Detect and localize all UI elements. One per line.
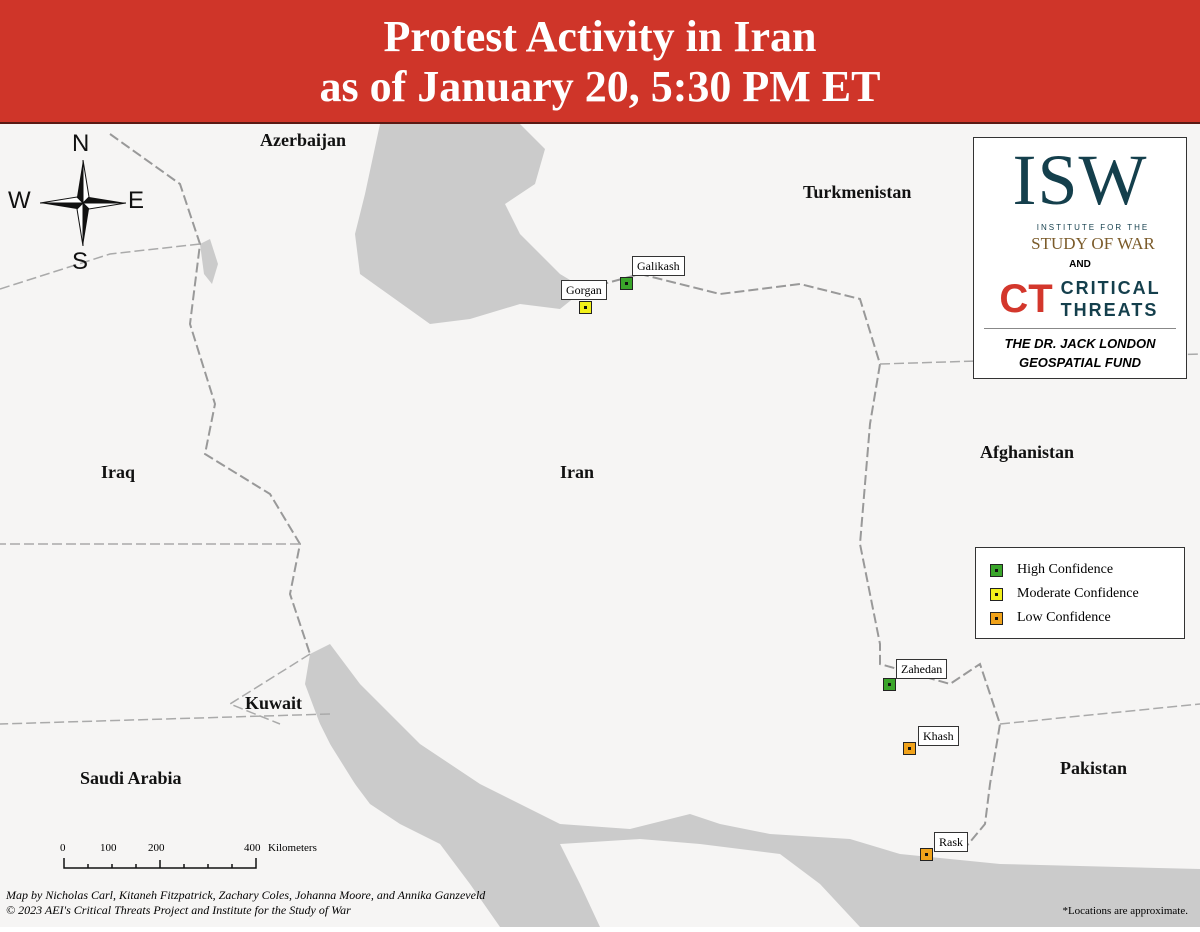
- marker-rask[interactable]: [920, 848, 933, 861]
- isw-ct-logo: ISW INSTITUTE FOR THE STUDY OF WAR AND C…: [973, 137, 1187, 379]
- ct-mark: CT: [999, 277, 1053, 321]
- iran-border: [109, 133, 1002, 855]
- compass-e: E: [128, 187, 145, 214]
- isw-institute: INSTITUTE FOR THE: [1036, 223, 1150, 232]
- logo-and: AND: [1069, 259, 1091, 270]
- ct-critical: CRITICAL: [1060, 278, 1161, 298]
- label-khash: Khash: [918, 726, 959, 746]
- legend-label: High Confidence: [1017, 562, 1114, 577]
- credits-authors: Map by Nicholas Carl, Kitaneh Fitzpatric…: [6, 888, 486, 902]
- legend-item-high: High Confidence: [990, 561, 1113, 579]
- scale-tick-200: 200: [148, 842, 165, 854]
- compass-s: S: [72, 248, 89, 275]
- label-iran: Iran: [560, 462, 595, 482]
- legend-item-moderate: Moderate Confidence: [990, 585, 1139, 603]
- fund-line-2: GEOSPATIAL FUND: [1018, 355, 1142, 370]
- fund-name: THE DR. JACK LONDON GEOSPATIAL FUND: [984, 328, 1176, 372]
- marker-zahedan[interactable]: [883, 678, 896, 691]
- label-afghanistan: Afghanistan: [980, 442, 1075, 462]
- compass-n: N: [72, 130, 90, 157]
- isw-study-of-war: STUDY OF WAR: [1031, 234, 1155, 253]
- legend-swatch: [990, 587, 1003, 601]
- legend: High Confidence Moderate Confidence Low …: [975, 547, 1185, 639]
- label-pakistan: Pakistan: [1060, 758, 1128, 778]
- persian-gulf: [305, 644, 1200, 927]
- compass-w: W: [8, 187, 31, 214]
- credits-copyright: © 2023 AEI's Critical Threats Project an…: [6, 903, 351, 917]
- legend-label: Moderate Confidence: [1017, 586, 1139, 601]
- approximate-note: *Locations are approximate.: [1062, 905, 1188, 917]
- lake-urmia: [200, 239, 218, 284]
- isw-wordmark: ISW: [1012, 140, 1148, 220]
- land-oman: [560, 839, 860, 927]
- scale-tick-100: 100: [100, 842, 117, 854]
- title-banner: Protest Activity in Iran as of January 2…: [0, 0, 1200, 124]
- credits: Map by Nicholas Carl, Kitaneh Fitzpatric…: [6, 888, 485, 918]
- label-gorgan: Gorgan: [561, 280, 607, 300]
- title-line-2: as of January 20, 5:30 PM ET: [319, 62, 881, 111]
- label-galikash: Galikash: [632, 256, 685, 276]
- scale-tick-400: 400: [244, 842, 261, 854]
- ct-threats: THREATS: [1060, 300, 1159, 320]
- legend-swatch: [990, 563, 1003, 577]
- label-rask: Rask: [934, 832, 968, 852]
- legend-label: Low Confidence: [1017, 610, 1111, 625]
- label-iraq: Iraq: [101, 462, 136, 482]
- legend-swatch: [990, 611, 1003, 625]
- marker-gorgan[interactable]: [579, 301, 592, 314]
- caspian-sea: [355, 124, 585, 324]
- ct-logo: CT CRITICAL THREATS: [974, 276, 1186, 322]
- label-saudi-arabia: Saudi Arabia: [80, 768, 182, 788]
- fund-line-1: THE DR. JACK LONDON: [1004, 336, 1156, 351]
- marker-galikash[interactable]: [620, 277, 633, 290]
- scale-ruler: [63, 858, 257, 869]
- label-zahedan: Zahedan: [896, 659, 948, 679]
- marker-khash[interactable]: [903, 742, 916, 755]
- scale-unit: Kilometers: [268, 842, 317, 854]
- label-kuwait: Kuwait: [245, 693, 303, 713]
- compass-star-icon: [40, 160, 126, 246]
- land-arabia: [0, 644, 470, 927]
- label-azerbaijan: Azerbaijan: [260, 130, 346, 150]
- title-line-1: Protest Activity in Iran: [383, 12, 817, 61]
- legend-item-low: Low Confidence: [990, 609, 1111, 627]
- label-turkmenistan: Turkmenistan: [803, 182, 912, 202]
- scale-tick-0: 0: [60, 842, 66, 854]
